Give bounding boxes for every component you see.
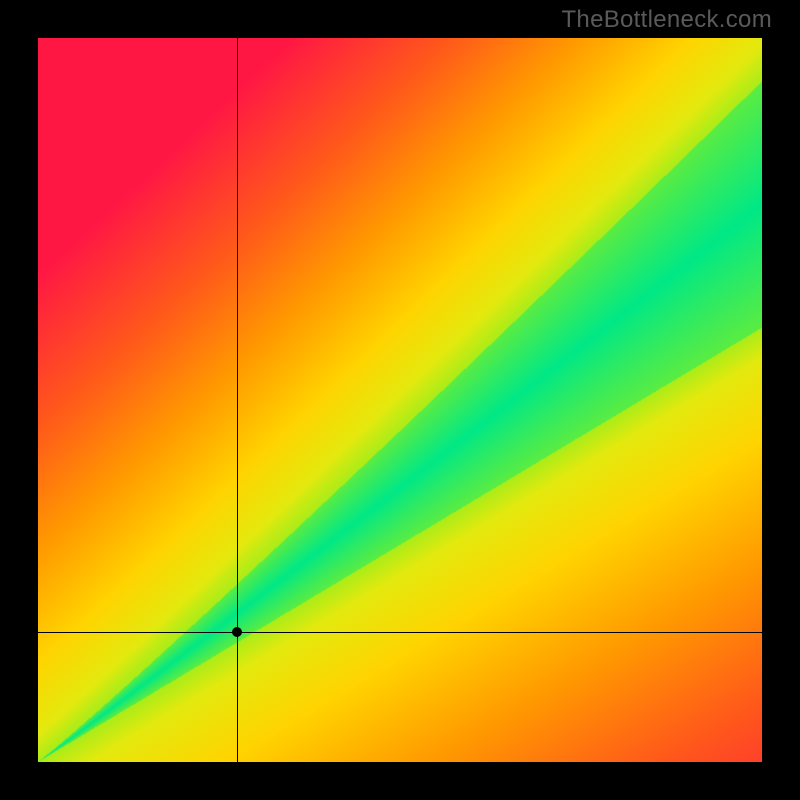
crosshair-horizontal: [38, 632, 762, 633]
crosshair-vertical: [237, 38, 238, 762]
watermark-label: TheBottleneck.com: [561, 6, 772, 34]
heatmap-canvas: [38, 38, 762, 762]
selection-marker: [232, 627, 242, 637]
bottleneck-heatmap: [38, 38, 762, 762]
